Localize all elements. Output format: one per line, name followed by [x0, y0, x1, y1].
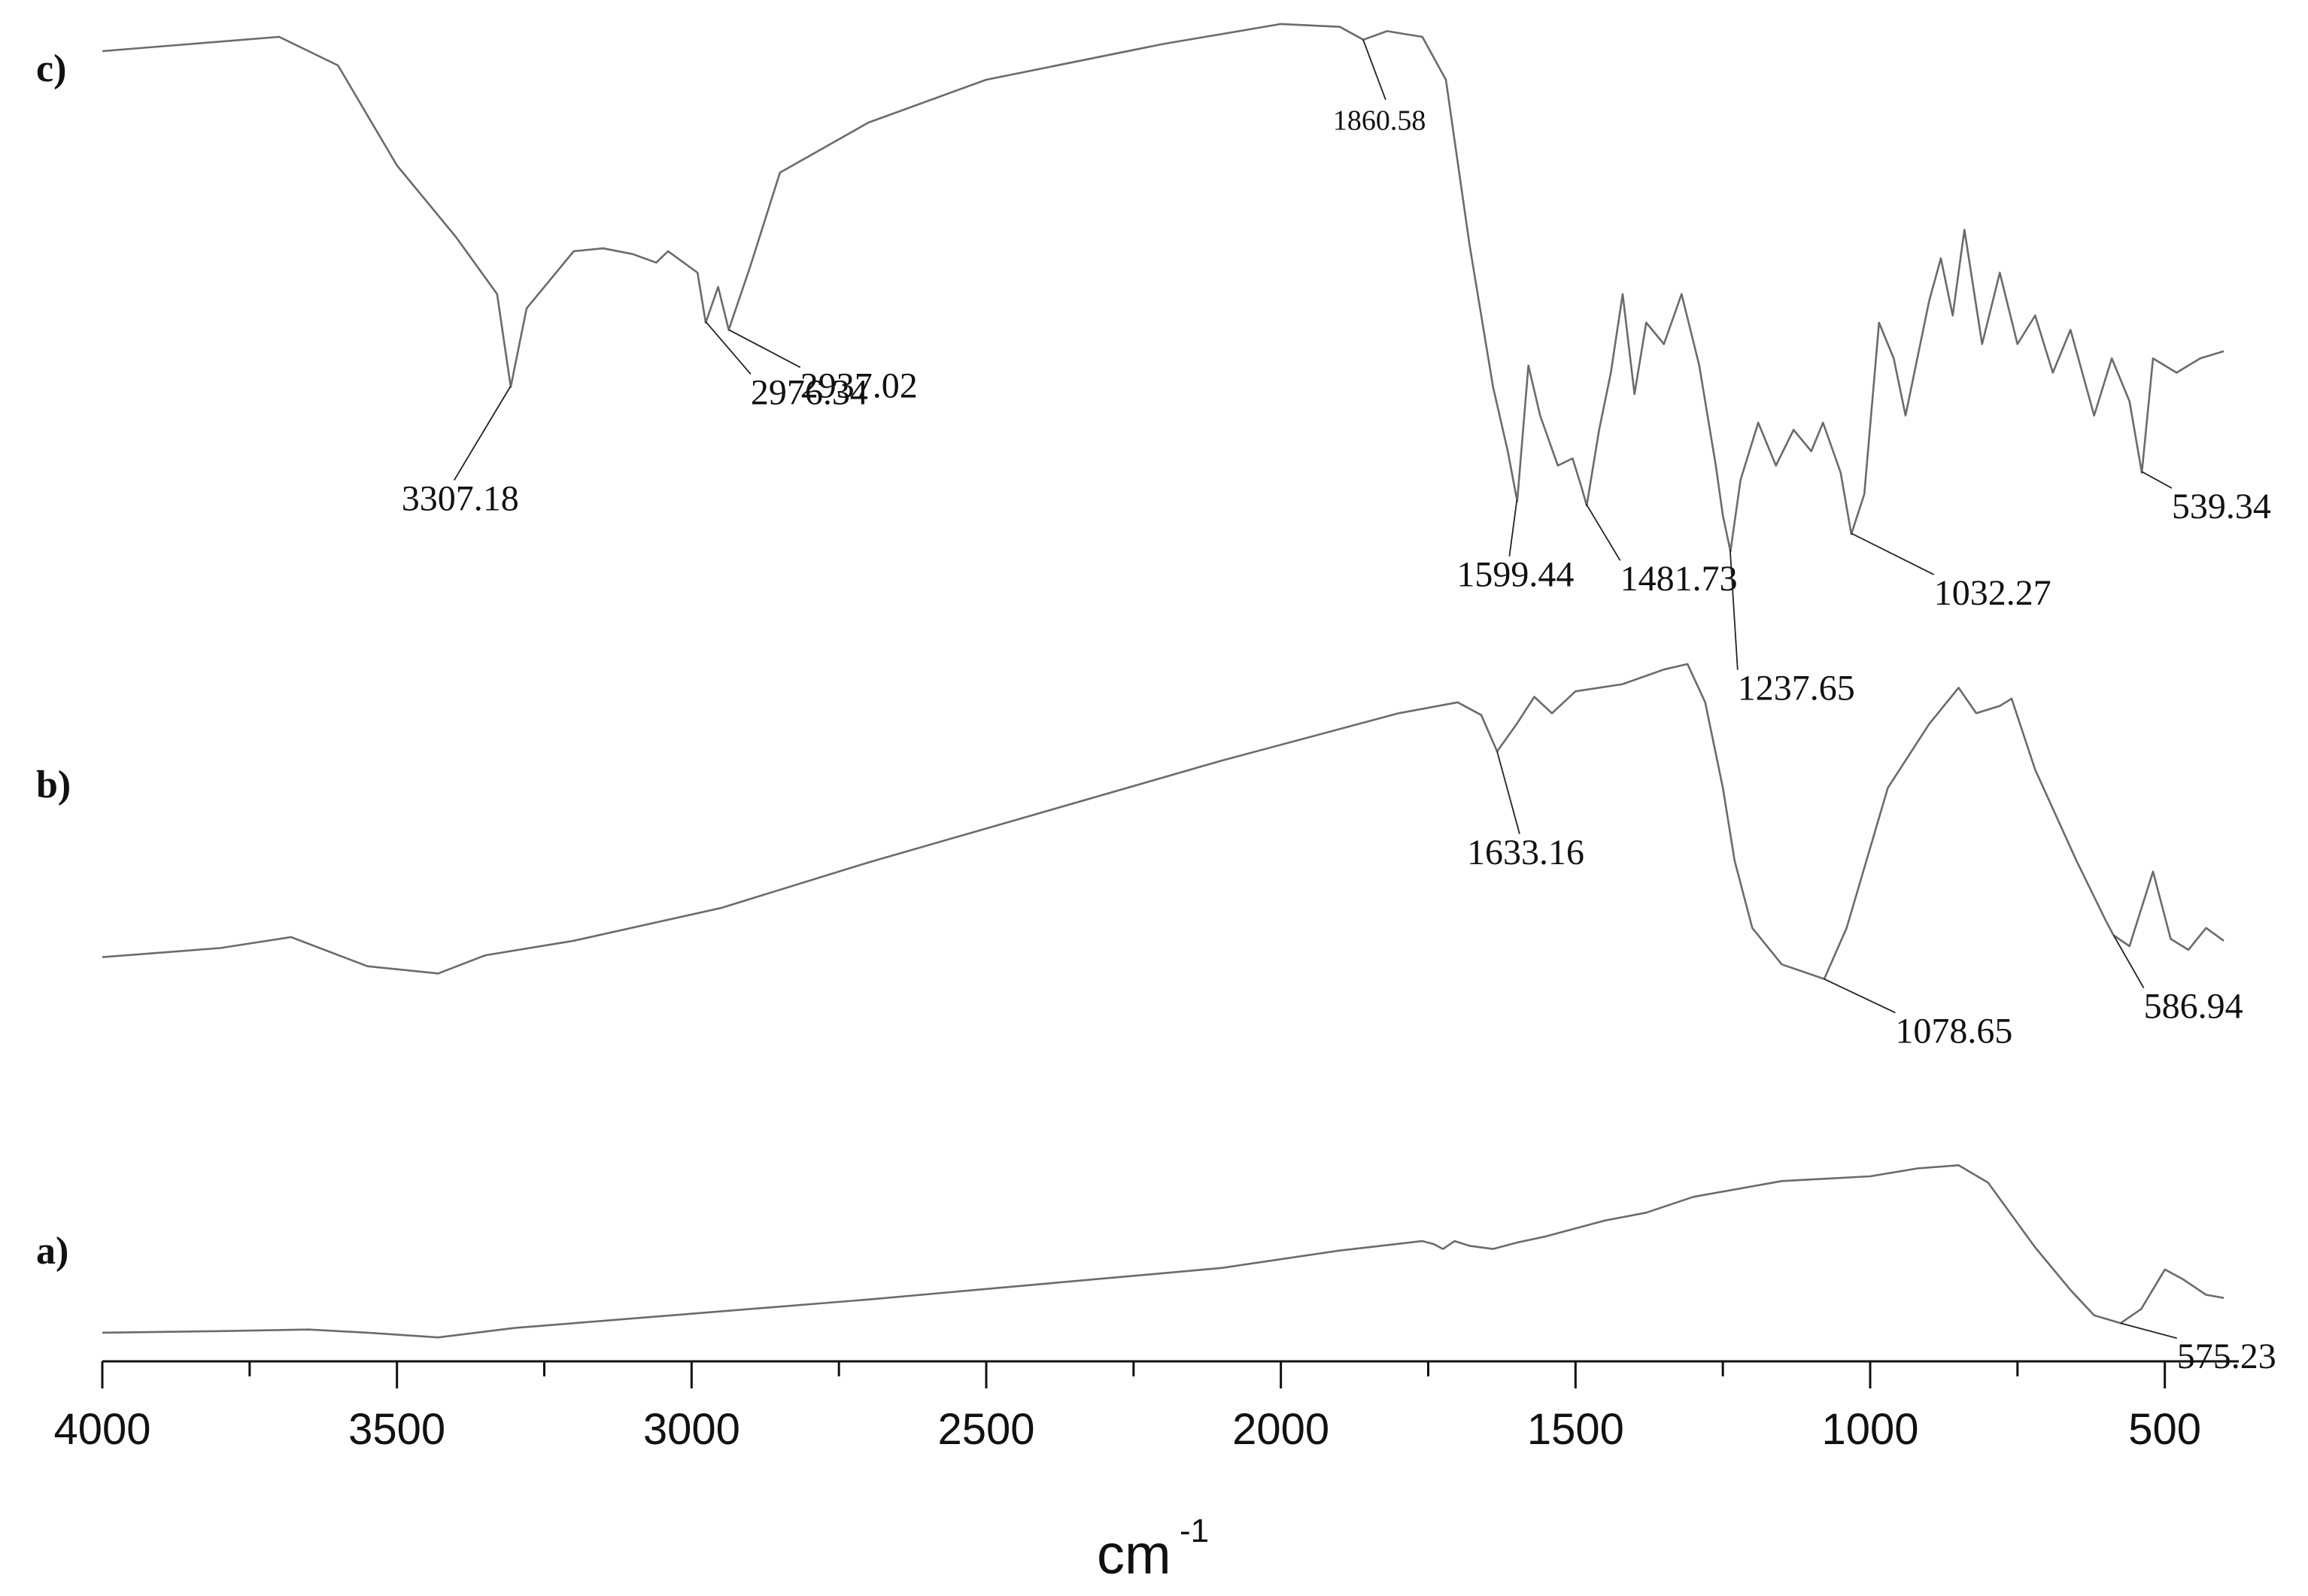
peak-label: 1237.65: [1738, 669, 1855, 708]
series-tags-layer: a) b) c): [36, 47, 71, 1273]
peak-leader-line: [1851, 533, 1935, 575]
peak-label: 1633.16: [1467, 833, 1584, 872]
peak-leader-line: [2120, 1322, 2177, 1340]
spectrum-line-b: [102, 663, 2224, 980]
series-tag-b: b): [36, 763, 71, 806]
peak-label: 539.34: [2172, 487, 2271, 526]
peak-leader-line: [705, 320, 752, 375]
peak-label: 1599.44: [1456, 555, 1574, 595]
x-tick-label: 4000: [53, 1405, 150, 1454]
peak-label: 1481.73: [1620, 559, 1738, 599]
x-tick-label: 500: [2128, 1405, 2201, 1454]
peak-leader-line: [1508, 499, 1518, 557]
peak-label: 575.23: [2177, 1337, 2276, 1376]
x-tick-label: 1500: [1527, 1405, 1624, 1454]
x-tick-label: 3000: [643, 1405, 740, 1454]
x-axis-title-superscript: -1: [1180, 1513, 1209, 1549]
x-axis: 4000 3500 3000 2500 2000 1500 1000 500 cm -1: [53, 1360, 2239, 1585]
peak-label: 586.94: [2144, 987, 2243, 1027]
series-tag-a: a): [36, 1230, 68, 1273]
peak-label: 2976.34: [751, 372, 868, 412]
spectrum-line-a: [102, 1164, 2224, 1339]
x-tick-label: 1000: [1821, 1405, 1918, 1454]
peak-leader-line: [1729, 549, 1739, 670]
peak-leader-line: [1824, 978, 1896, 1014]
x-tick-label: 2000: [1232, 1405, 1329, 1454]
peak-leader-line: [453, 386, 512, 481]
peak-leader-line: [2112, 935, 2145, 989]
x-tick-label: 2500: [937, 1405, 1034, 1454]
peak-label: 1032.27: [1934, 573, 2051, 613]
spectra-layer: [102, 23, 2224, 1339]
peak-leader-line: [728, 329, 801, 369]
peak-label: 1078.65: [1895, 1011, 2012, 1051]
series-tag-c: c): [36, 47, 66, 90]
peak-label: 2937.02: [800, 366, 918, 405]
peak-label: 1860.58: [1333, 105, 1426, 137]
peak-leader-line: [1362, 39, 1386, 100]
x-tick-label: 3500: [348, 1405, 445, 1454]
peak-labels-layer: 575.23 1633.16 1078.65 586.94 3307.18 2976.34…: [402, 39, 2276, 1376]
peak-leader-line: [1585, 503, 1621, 561]
peak-label: 3307.18: [402, 479, 519, 519]
x-axis-title: cm: [1097, 1523, 1171, 1585]
spectrum-line-c: [102, 23, 2224, 553]
peak-leader-line: [2141, 471, 2173, 489]
peak-leader-line: [1496, 751, 1520, 835]
